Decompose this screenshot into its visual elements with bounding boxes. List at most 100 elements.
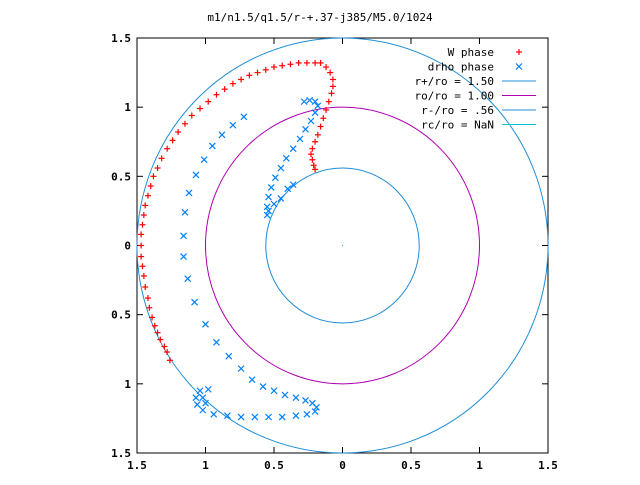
marker-d2 (281, 391, 289, 399)
marker-d2 (259, 383, 267, 391)
x-tick-label: 1.5 (538, 459, 558, 472)
data-point (175, 129, 182, 136)
data-point (306, 96, 314, 104)
data-point (164, 349, 171, 356)
data-point (229, 80, 236, 87)
data-point (329, 83, 336, 90)
data-point (312, 59, 319, 66)
data-point (221, 86, 228, 93)
data-point (196, 387, 204, 395)
marker-d2 (282, 154, 290, 162)
data-point (300, 98, 308, 106)
data-point (251, 413, 259, 421)
data-point (246, 72, 253, 79)
data-point (309, 145, 316, 152)
data-point (151, 322, 158, 329)
marker-d2 (180, 253, 188, 260)
data-point (307, 151, 314, 158)
data-point (188, 112, 195, 119)
data-point (270, 387, 278, 395)
data-point (312, 166, 319, 173)
data-point (259, 383, 267, 391)
legend-label: r-/ro = .56 (421, 104, 494, 117)
marker-d2 (278, 413, 286, 421)
data-point (138, 231, 145, 238)
legend-swatch-marker (516, 49, 522, 55)
data-point (208, 142, 216, 150)
marker-d2 (225, 352, 233, 360)
data-point (323, 64, 330, 71)
y-tick-label: 0.5 (111, 309, 131, 322)
data-point (180, 232, 188, 240)
x-tick-label: 1 (476, 459, 483, 472)
marker-d2 (263, 211, 271, 219)
data-point (270, 200, 278, 208)
data-point (180, 253, 188, 260)
data-point (197, 105, 204, 112)
x-tick-label: 1.5 (127, 459, 147, 472)
marker-d2 (237, 365, 245, 373)
data-point (314, 131, 321, 138)
marker-d2 (292, 394, 300, 402)
data-point (313, 403, 320, 411)
data-point (312, 138, 319, 145)
data-point (307, 117, 315, 125)
data-point (317, 123, 324, 130)
data-point (328, 90, 335, 97)
legend-label: ro/ro = 1.00 (415, 90, 494, 103)
data-point (218, 131, 226, 139)
data-point (166, 357, 173, 364)
data-point (200, 156, 208, 164)
data-point (139, 263, 146, 270)
data-point (185, 189, 193, 197)
marker-d2 (180, 232, 188, 240)
data-point (213, 338, 220, 346)
series-drho-phase (180, 96, 322, 421)
data-point (327, 69, 334, 76)
data-point (303, 59, 310, 66)
marker-d2 (200, 156, 208, 164)
data-point (320, 115, 327, 122)
marker-d2 (267, 183, 275, 191)
marker-d2 (311, 109, 319, 117)
marker-d2 (265, 207, 272, 215)
data-point (237, 365, 245, 373)
marker-d2 (515, 63, 523, 70)
data-point (142, 284, 149, 290)
data-point (192, 171, 200, 179)
y-tick-label: 1.5 (111, 447, 131, 460)
marker-d2 (289, 181, 297, 189)
data-point (311, 408, 319, 415)
data-point (278, 413, 286, 421)
marker-d2 (184, 275, 192, 283)
marker-d2 (265, 413, 272, 421)
data-point (254, 69, 261, 76)
data-point (154, 329, 161, 336)
marker-d2 (270, 387, 278, 395)
data-point (265, 207, 272, 215)
marker-d2 (210, 410, 218, 418)
marker-d2 (204, 385, 212, 393)
data-point (302, 397, 309, 404)
data-point (271, 174, 279, 182)
data-point (238, 76, 245, 83)
marker-d2 (300, 98, 308, 106)
data-point (199, 394, 207, 402)
data-point (223, 412, 231, 420)
data-point (314, 102, 322, 110)
marker-d2 (277, 195, 285, 202)
x-tick-label: 0 (339, 459, 346, 472)
data-point (277, 195, 285, 202)
data-point (139, 221, 146, 228)
marker-d2 (185, 189, 193, 197)
data-point (267, 183, 275, 191)
data-point (184, 275, 192, 283)
data-point (193, 401, 201, 409)
legend-label: rc/ro = NaN (421, 119, 494, 132)
marker-d2 (218, 131, 226, 139)
marker-d2 (229, 121, 237, 129)
marker-d2 (307, 117, 315, 125)
data-point (169, 137, 176, 144)
marker-d2 (296, 135, 304, 143)
